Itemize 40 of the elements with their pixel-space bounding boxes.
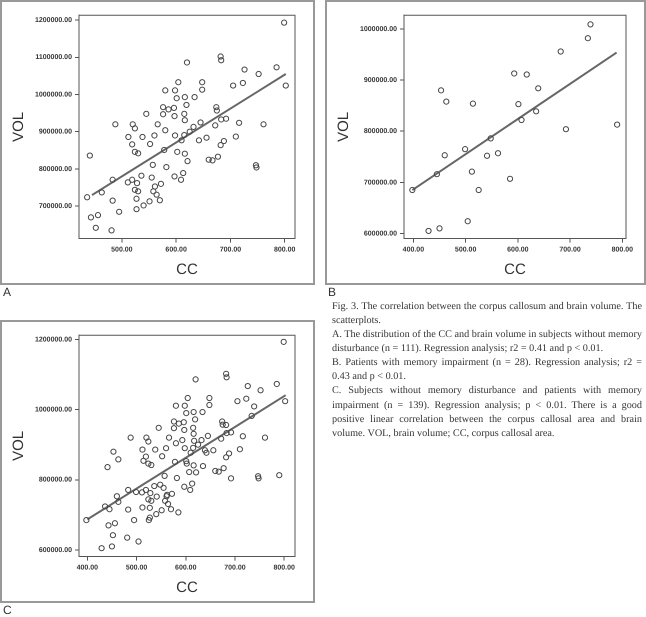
y-axis-title: VOL (10, 430, 28, 461)
point (533, 108, 540, 114)
point (464, 218, 471, 224)
y-axis-title: VOL (10, 112, 28, 142)
point (436, 225, 443, 232)
point (484, 152, 490, 159)
point (587, 21, 594, 28)
point (614, 122, 620, 128)
x-axis-title: CC (176, 579, 198, 596)
text: C. Subjects without memory disturbance and patients with memory impairment (n = 139). Regression analysis; p < 0.01. There is a good positive linear correlation between the corpus callosal area and brain volume. VOL, brain volume; CC, corpus callosal area. (332, 384, 642, 441)
text: A. The distribution of the CC and brain volume in subjects without memory disturbance (n = 111). Regression analysis; r2 = 0.41 and p < 0.01. (332, 328, 642, 356)
text: A (2, 285, 12, 299)
point (511, 70, 518, 77)
point (462, 146, 468, 152)
point (476, 186, 482, 194)
point (434, 171, 440, 178)
text: B. Patients with memory impairment (n = 28). Regression analysis; r2 = 0.43 and p < 0.01. (332, 356, 642, 384)
text: C (2, 603, 13, 617)
point (558, 48, 564, 55)
caption: Fig. 3. The correlation between the corpus callosum and brain volume. The scatterplots. (332, 300, 642, 328)
point (518, 116, 525, 124)
point (443, 98, 450, 105)
point (468, 168, 475, 175)
x-axis-title: CC (504, 261, 526, 278)
y-axis-title: VOL (335, 112, 352, 142)
point (494, 150, 502, 156)
point (425, 228, 432, 234)
point (438, 87, 444, 94)
point (470, 100, 476, 107)
point (442, 152, 448, 158)
text: B (327, 285, 338, 299)
point (584, 35, 591, 42)
point (488, 135, 494, 142)
point (515, 101, 522, 108)
point (535, 85, 542, 92)
point (524, 71, 530, 78)
point (506, 176, 514, 182)
point (562, 126, 570, 132)
x-axis-title: CC (176, 261, 198, 278)
point (409, 186, 416, 194)
